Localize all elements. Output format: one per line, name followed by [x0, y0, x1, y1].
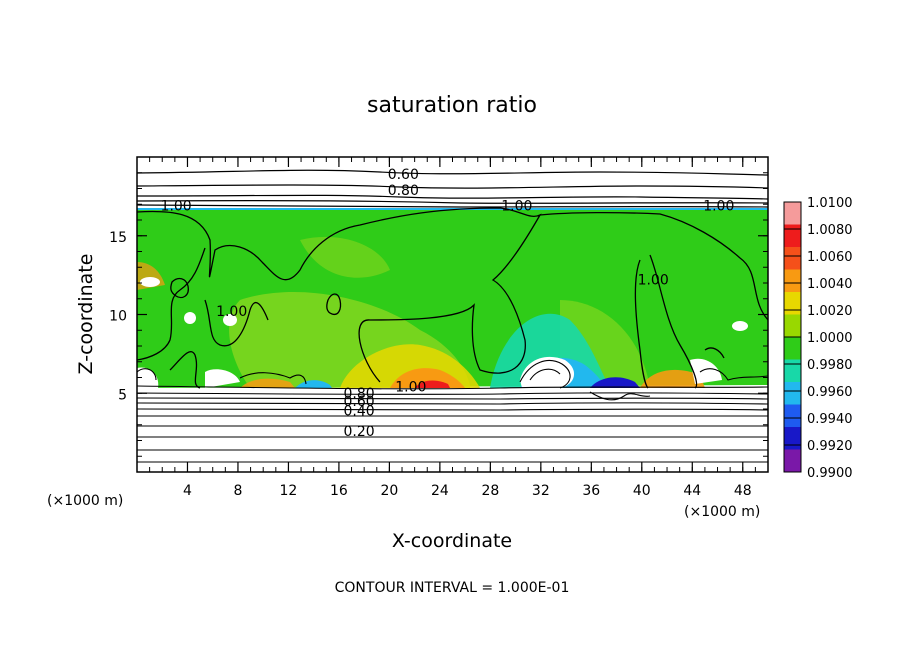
colorbar-swatch	[784, 449, 801, 472]
colorbar-label: 1.0080	[807, 223, 853, 238]
contour-label: 0.60	[344, 394, 375, 410]
colorbar-swatch	[784, 292, 801, 315]
contour-label: 1.00	[395, 380, 426, 396]
y-axis-title: Z-coordinate	[75, 254, 97, 375]
contour-label: 1.00	[216, 304, 247, 320]
contour-interval-note: CONTOUR INTERVAL = 1.000E-01	[335, 580, 570, 596]
colorbar-swatch	[784, 247, 801, 270]
clear-air-hole	[690, 358, 722, 384]
x-axis-title: X-coordinate	[392, 530, 512, 552]
clear-air-hole	[732, 321, 748, 331]
x-tick-label: 36	[582, 483, 600, 499]
x-tick-label: 48	[734, 483, 752, 499]
contour-label: 1.00	[703, 199, 734, 215]
warm-patch	[390, 368, 465, 388]
warm-patch	[240, 378, 295, 388]
light-green-patch	[300, 236, 390, 278]
cool-patch	[295, 380, 332, 388]
colorbar-label: 1.0040	[807, 277, 853, 292]
colorbar-label: 1.0060	[807, 250, 853, 265]
x-tick-label: 32	[532, 483, 550, 499]
contour-label: 0.40	[344, 403, 375, 419]
y-tick-label: 10	[109, 309, 127, 325]
contour-label: 0.80	[388, 183, 419, 199]
x-tick-label: 16	[330, 483, 348, 499]
clear-air-hole	[520, 356, 575, 388]
colorbar-swatch	[784, 202, 801, 225]
clear-air-hole	[184, 312, 196, 324]
colorbar-label: 0.9980	[807, 358, 853, 373]
warm-patch	[640, 369, 705, 388]
x-tick-label: 28	[481, 483, 499, 499]
plot-area	[137, 157, 768, 472]
contour-label: 1.00	[638, 273, 669, 289]
clear-air-hole	[140, 277, 160, 287]
x-tick-label: 40	[633, 483, 651, 499]
x-tick-label: 20	[380, 483, 398, 499]
colorbar-swatch	[784, 404, 801, 427]
colorbar-swatch	[784, 224, 801, 247]
cool-patch	[590, 377, 640, 388]
chart-title: saturation ratio	[367, 93, 537, 118]
y-tick-label: 15	[109, 230, 127, 246]
contour-label: 0.80	[344, 386, 375, 402]
colorbar-swatch	[784, 337, 801, 360]
colorbar-label: 1.0100	[807, 196, 853, 211]
colorbar-label: 0.9920	[807, 439, 853, 454]
contour-label: 1.00	[161, 199, 192, 215]
colorbar-swatch	[784, 427, 801, 450]
upper-contours	[137, 169, 768, 208]
x-tick-label: 8	[233, 483, 242, 499]
colorbar: 1.0100 1.0080 1.0060 1.0040 1.0020 1.0000 0.99…	[783, 196, 853, 481]
minor-ticks	[136, 156, 769, 473]
contour-label: 1.00	[501, 199, 532, 215]
contour-labels: 0.600.801.00 1.00 1.001.001.001.000.800.60…	[161, 167, 735, 440]
colorbar-swatch	[784, 314, 801, 337]
x-tick-label: 12	[280, 483, 298, 499]
colorbar-swatch	[784, 269, 801, 292]
contour-label: 0.20	[344, 424, 375, 440]
x-axis-units-left: (×1000 m)	[47, 493, 123, 509]
lower-contours	[137, 360, 768, 463]
y-tick-label: 5	[118, 387, 127, 403]
colorbar-swatch	[784, 382, 801, 405]
colorbar-swatch	[784, 359, 801, 382]
clear-air-hole	[223, 314, 237, 326]
colorbar-label: 0.9900	[807, 466, 853, 481]
x-tick-label: 44	[683, 483, 701, 499]
x-tick-label: 24	[431, 483, 449, 499]
clear-air-hole	[205, 369, 240, 388]
x-axis-units-right: (×1000 m)	[684, 504, 760, 520]
saturation-contour	[137, 207, 768, 389]
colorbar-label: 1.0020	[807, 304, 853, 319]
x-tick-label: 4	[183, 483, 192, 499]
colorbar-label: 1.0000	[807, 331, 853, 346]
colorbar-label: 0.9940	[807, 412, 853, 427]
warm-patch	[415, 380, 450, 388]
colorbar-label: 0.9960	[807, 385, 853, 400]
contour-label: 0.60	[388, 167, 419, 183]
